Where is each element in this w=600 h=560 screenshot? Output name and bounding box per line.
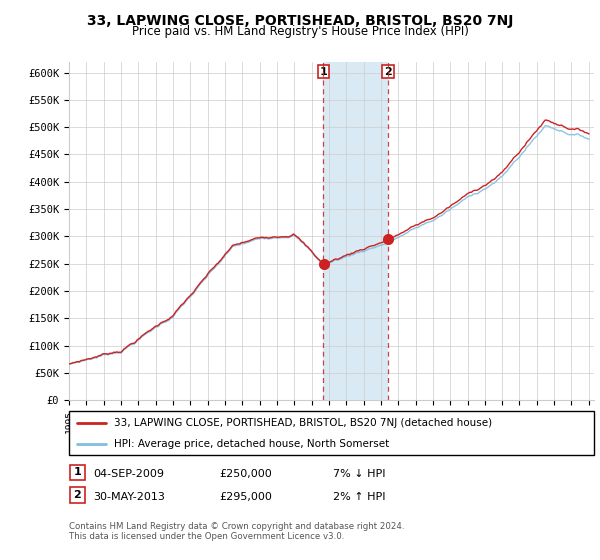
Text: Contains HM Land Registry data © Crown copyright and database right 2024.
This d: Contains HM Land Registry data © Crown c… xyxy=(69,522,404,542)
Text: 04-SEP-2009: 04-SEP-2009 xyxy=(93,469,164,479)
Text: 1: 1 xyxy=(319,67,327,77)
Text: 2: 2 xyxy=(74,490,81,500)
Text: 33, LAPWING CLOSE, PORTISHEAD, BRISTOL, BS20 7NJ: 33, LAPWING CLOSE, PORTISHEAD, BRISTOL, … xyxy=(87,14,513,28)
Bar xyxy=(323,62,388,400)
Text: 7% ↓ HPI: 7% ↓ HPI xyxy=(333,469,386,479)
Text: 2: 2 xyxy=(384,67,392,77)
Text: 2% ↑ HPI: 2% ↑ HPI xyxy=(333,492,386,502)
Text: 1: 1 xyxy=(74,468,81,477)
Text: HPI: Average price, detached house, North Somerset: HPI: Average price, detached house, Nort… xyxy=(113,439,389,449)
Text: £295,000: £295,000 xyxy=(219,492,272,502)
Text: £250,000: £250,000 xyxy=(219,469,272,479)
Bar xyxy=(70,465,85,480)
Text: Price paid vs. HM Land Registry's House Price Index (HPI): Price paid vs. HM Land Registry's House … xyxy=(131,25,469,38)
Text: 33, LAPWING CLOSE, PORTISHEAD, BRISTOL, BS20 7NJ (detached house): 33, LAPWING CLOSE, PORTISHEAD, BRISTOL, … xyxy=(113,418,492,428)
Text: 30-MAY-2013: 30-MAY-2013 xyxy=(93,492,165,502)
Bar xyxy=(70,487,85,502)
